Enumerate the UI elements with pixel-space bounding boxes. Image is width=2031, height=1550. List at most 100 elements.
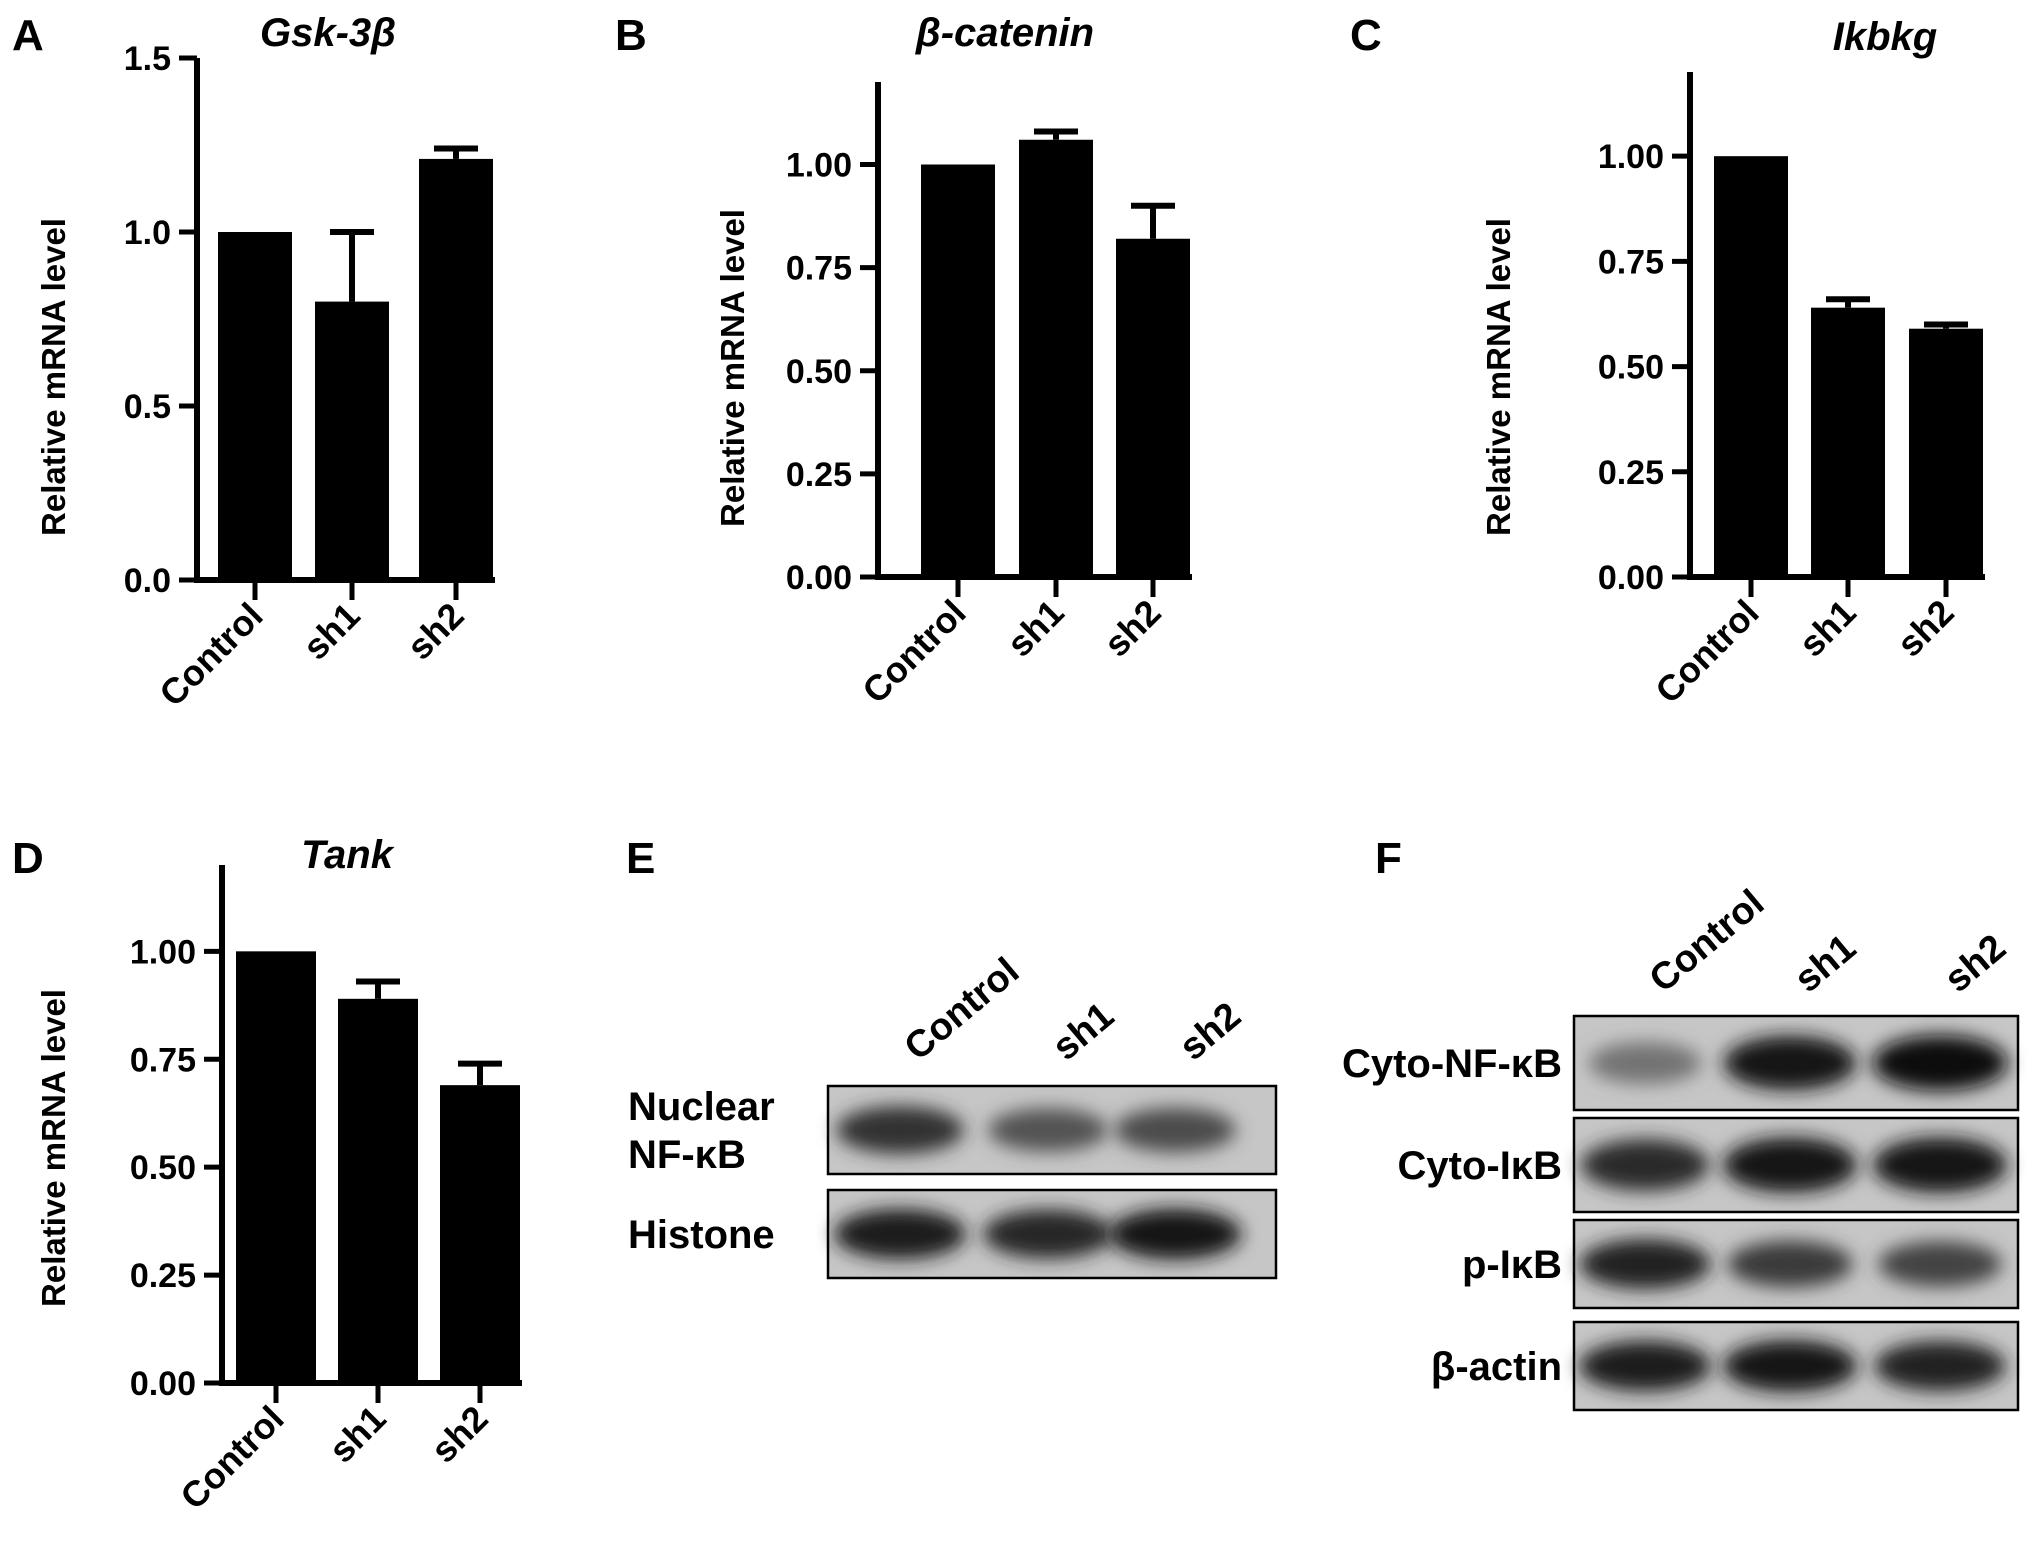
bar [1714, 156, 1788, 577]
chart-c-ylabel: Relative mRNA level [1480, 218, 1517, 536]
chart-d-bars [236, 951, 520, 1383]
blot-f: Control sh1 sh2 Cyto-NF-κB Cyto-IκB p-IκB β-a… [1342, 882, 2020, 1412]
bar [1116, 238, 1190, 577]
bar [440, 1085, 520, 1383]
y-tick-label: 0.75 [130, 1041, 196, 1079]
chart-c-title: Ikbkg [1833, 15, 1937, 59]
blot-row: p-IκB [1462, 1218, 2020, 1310]
blot-band [1588, 1042, 1702, 1084]
y-tick-label: 0.50 [1598, 349, 1664, 387]
lane-label: sh2 [1172, 995, 1249, 1069]
blot-band [833, 1208, 967, 1260]
lane-label: sh2 [1937, 927, 2014, 1001]
blot-band [1723, 1035, 1857, 1091]
category-label: sh1 [1791, 592, 1864, 665]
blot-band [836, 1106, 964, 1154]
blot-band [1579, 1239, 1711, 1289]
bar [338, 998, 418, 1383]
y-tick-label: 0.00 [130, 1365, 196, 1403]
blot-band [1878, 1241, 2002, 1287]
blot-e-lane-labels: Control sh1 sh2 [897, 950, 1249, 1069]
blot-row-label: Histone [628, 1213, 775, 1257]
chart-b-ylabel: Relative mRNA level [714, 209, 751, 527]
blot-band [1722, 1340, 1858, 1392]
chart-d-ylabel: Relative mRNA level [35, 989, 72, 1307]
y-tick-label: 0.50 [130, 1149, 196, 1187]
y-tick-label: 0.25 [130, 1257, 196, 1295]
blot-f-lane-labels: Control sh1 sh2 [1642, 882, 2014, 1001]
blot-band [1108, 1208, 1242, 1260]
blot-band [1872, 1035, 2008, 1091]
category-label: Control [1647, 592, 1766, 711]
category-label: Control [172, 1398, 291, 1517]
blot-row: Cyto-NF-κB [1342, 1014, 2020, 1112]
blot-band [1727, 1240, 1853, 1288]
y-tick-label: 1.00 [1598, 138, 1664, 176]
blot-band [1874, 1341, 2006, 1391]
y-tick-label: 0.00 [1598, 559, 1664, 597]
chart-b: β-catenin Relative mRNA level 0.00 0.25 0.… [714, 11, 1192, 711]
category-label: Control [854, 592, 973, 711]
bar [1909, 328, 1983, 577]
chart-a-bars [218, 145, 493, 581]
y-tick-label: 0.75 [1598, 243, 1664, 281]
y-tick-label: 1.0 [124, 214, 171, 252]
category-label: sh1 [321, 1398, 394, 1471]
blot-row: β-actin [1431, 1320, 2020, 1412]
y-tick-label: 1.00 [130, 933, 196, 971]
panel-letter-a: A [12, 11, 44, 60]
chart-d-categories: Control sh1 sh2 [172, 1383, 496, 1517]
chart-b-bars [921, 128, 1190, 577]
category-label: sh1 [295, 595, 368, 668]
bar [236, 951, 316, 1383]
panel-letter-d: D [12, 834, 44, 883]
chart-a-title: Gsk-3β [260, 11, 396, 55]
chart-d: Tank Relative mRNA level 0.00 0.25 0.50 0.7… [35, 833, 522, 1517]
chart-b-title: β-catenin [915, 11, 1094, 55]
chart-c-categories: Control sh1 sh2 [1647, 577, 1962, 711]
blot-row-label: NF-κB [628, 1133, 746, 1177]
y-tick-label: 1.5 [124, 40, 171, 78]
lane-label: Control [1642, 882, 1772, 1001]
category-label: sh2 [1889, 592, 1962, 665]
chart-b-categories: Control sh1 sh2 [854, 577, 1169, 711]
blot-row-label: p-IκB [1462, 1243, 1562, 1287]
blot-row: Cyto-IκB [1397, 1116, 2020, 1214]
bar [921, 164, 995, 577]
panel-letter-c: C [1350, 11, 1382, 60]
blot-row-label: Cyto-IκB [1397, 1144, 1562, 1188]
y-tick-label: 0.0 [124, 562, 171, 600]
blot-row-label: Nuclear [628, 1085, 775, 1129]
chart-a-ylabel: Relative mRNA level [35, 218, 72, 536]
bar [1811, 307, 1885, 577]
y-tick-label: 0.00 [786, 559, 852, 597]
category-label: sh2 [399, 595, 472, 668]
y-tick-label: 0.25 [1598, 454, 1664, 492]
blot-band [1722, 1137, 1858, 1193]
panel-letter-f: F [1375, 834, 1402, 883]
blot-row: Histone [628, 1188, 1278, 1280]
blot-band [983, 1209, 1113, 1259]
blot-f-rows: Cyto-NF-κB Cyto-IκB p-IκB β-actin [1342, 1014, 2020, 1412]
blot-row-label: β-actin [1431, 1345, 1562, 1389]
blot-band [1872, 1137, 2008, 1193]
chart-c: Ikbkg Relative mRNA level 0.00 0.25 0.50 0.… [1480, 15, 1985, 711]
panel-letter-e: E [626, 834, 655, 883]
blot-band [1580, 1139, 1710, 1191]
blot-row-label: Cyto-NF-κB [1342, 1042, 1562, 1086]
y-tick-label: 1.00 [786, 147, 852, 185]
y-tick-label: 0.5 [124, 388, 171, 426]
y-tick-label: 0.50 [786, 353, 852, 391]
category-label: sh2 [423, 1398, 496, 1471]
category-label: Control [151, 595, 270, 714]
bar [419, 158, 493, 581]
chart-c-bars [1714, 156, 1983, 577]
blot-band [988, 1108, 1108, 1152]
y-tick-label: 0.75 [786, 250, 852, 288]
lane-label: Control [897, 950, 1027, 1069]
category-label: sh1 [999, 592, 1072, 665]
